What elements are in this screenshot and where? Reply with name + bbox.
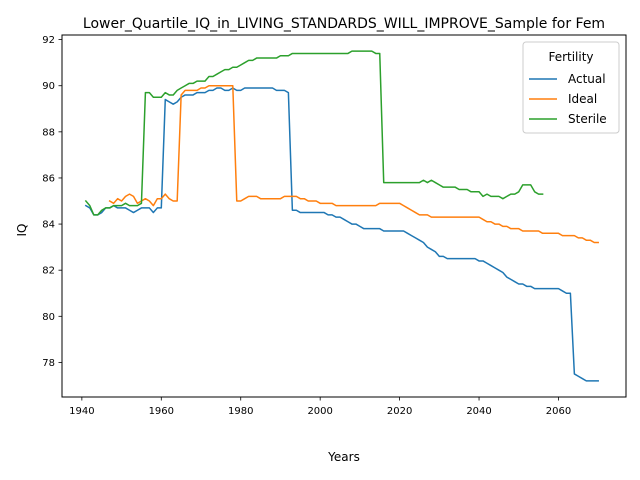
x-tick-label: 1980 bbox=[228, 406, 253, 417]
legend-box bbox=[522, 41, 620, 134]
legend-label-actual: Actual bbox=[568, 72, 606, 86]
legend-items: Actual Ideal Sterile bbox=[529, 72, 607, 126]
x-tick-label: 2020 bbox=[387, 406, 412, 417]
y-tick-label: 84 bbox=[42, 220, 55, 231]
y-tick-label: 92 bbox=[42, 35, 55, 46]
legend-label-ideal: Ideal bbox=[568, 92, 597, 106]
x-tick-label: 1940 bbox=[69, 406, 94, 417]
y-tick-label: 80 bbox=[42, 312, 55, 323]
plot-frame bbox=[61, 34, 627, 398]
plot-lines bbox=[84, 50, 599, 382]
series-line-actual bbox=[84, 87, 599, 382]
y-axis-label: IQ bbox=[15, 224, 29, 237]
x-axis: 1940 1960 1980 2000 2020 2040 2060 bbox=[69, 397, 571, 417]
y-tick-label: 88 bbox=[42, 127, 55, 138]
x-tick-label: 2000 bbox=[307, 406, 332, 417]
x-tick-label: 1960 bbox=[149, 406, 174, 417]
y-tick-label: 82 bbox=[42, 266, 55, 277]
x-axis-label: Years bbox=[327, 450, 360, 464]
y-tick-label: 90 bbox=[42, 81, 55, 92]
y-axis: 78 80 82 84 86 88 90 92 bbox=[42, 35, 62, 369]
legend-title: Fertility bbox=[548, 50, 593, 64]
legend: Fertility Actual Ideal Sterile bbox=[522, 41, 620, 134]
series-line-ideal bbox=[108, 84, 599, 244]
series-line-sterile bbox=[84, 50, 544, 216]
x-tick-label: 2040 bbox=[466, 406, 491, 417]
y-tick-label: 86 bbox=[42, 173, 55, 184]
chart-title: Lower_Quartile_IQ_in_LIVING_STANDARDS_WI… bbox=[83, 16, 605, 32]
legend-label-sterile: Sterile bbox=[568, 112, 607, 126]
x-tick-label: 2060 bbox=[546, 406, 571, 417]
y-tick-label: 78 bbox=[42, 358, 55, 369]
